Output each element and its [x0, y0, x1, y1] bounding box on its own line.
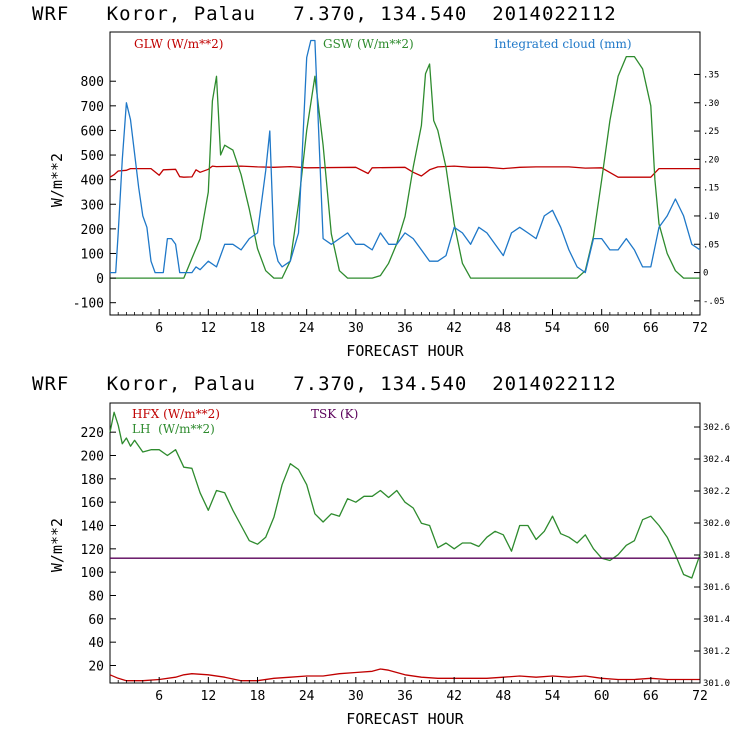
top-title: WRF Koror, Palau 7.370, 134.540 20140221… [32, 3, 617, 25]
x-tick-label: 60 [594, 689, 610, 704]
legend-lh: LH (W/m**2) [132, 422, 215, 436]
y-tick-label: 100 [81, 566, 104, 581]
x-tick-label: 42 [446, 689, 462, 704]
bottom-y-axis-label: W/m**2 [48, 518, 66, 572]
y-tick-label: 500 [81, 149, 104, 164]
y2-tick-label: .05 [703, 240, 719, 250]
y-tick-label: 180 [81, 473, 104, 488]
y2-tick-label: .15 [703, 184, 719, 194]
top-y-ticks: -100 0 100 200 300 400 500 600 700 800 [73, 75, 116, 312]
y2-tick-label: 301.8 [703, 551, 730, 561]
x-tick-label: 42 [446, 321, 462, 336]
y-tick-label: 40 [88, 636, 104, 651]
x-tick-label: 54 [545, 321, 561, 336]
top-panel: WRF Koror, Palau 7.370, 134.540 20140221… [32, 3, 725, 360]
x-tick-label: 18 [250, 689, 266, 704]
y-tick-label: 300 [81, 198, 104, 213]
y-tick-label: 20 [88, 660, 104, 675]
y-tick-label: 140 [81, 520, 104, 535]
x-tick-label: 66 [643, 689, 659, 704]
y-tick-label: 400 [81, 174, 104, 189]
y-tick-label: 0 [96, 272, 104, 287]
bottom-x-axis-label: FORECAST HOUR [346, 710, 464, 728]
y2-tick-label: 302.6 [703, 423, 730, 433]
bottom-x-ticks: 6 12 18 24 30 36 42 48 54 60 66 72 [117, 677, 708, 704]
legend-glw: GLW (W/m**2) [134, 37, 223, 51]
legend-integrated-cloud: Integrated cloud (mm) [494, 37, 632, 51]
y-tick-label: 800 [81, 75, 104, 90]
y2-tick-label: 302.4 [703, 455, 730, 465]
x-tick-label: 24 [299, 321, 315, 336]
top-y2-ticks: -.05 0 .05 .10 .15 .20 .25 .30 .35 [694, 70, 725, 307]
x-tick-label: 36 [397, 321, 413, 336]
x-tick-label: 72 [692, 689, 708, 704]
y2-tick-label: 301.0 [703, 679, 730, 689]
x-tick-label: 36 [397, 689, 413, 704]
top-x-axis-label: FORECAST HOUR [346, 342, 464, 360]
bottom-y2-ticks: 301.0 301.2 301.4 301.6 301.8 302.0 302.2 302.4… [694, 423, 730, 689]
legend-gsw: GSW (W/m**2) [323, 37, 414, 51]
bottom-title: WRF Koror, Palau 7.370, 134.540 20140221… [32, 373, 617, 395]
x-tick-label: 48 [496, 321, 512, 336]
y-tick-label: 100 [81, 247, 104, 262]
x-tick-label: 18 [250, 321, 266, 336]
y2-tick-label: 0 [703, 269, 708, 279]
x-tick-label: 66 [643, 321, 659, 336]
glw-line [109, 165, 700, 178]
y-tick-label: 200 [81, 450, 104, 465]
gsw-line [110, 55, 700, 279]
x-tick-label: 6 [155, 689, 163, 704]
y2-tick-label: 301.4 [703, 615, 730, 625]
y-tick-label: 120 [81, 543, 104, 558]
x-tick-label: 24 [299, 689, 315, 704]
top-series-group [109, 39, 701, 279]
y2-tick-label: .25 [703, 127, 719, 137]
y2-tick-label: .35 [703, 70, 719, 80]
x-tick-label: 60 [594, 321, 610, 336]
x-tick-label: 30 [348, 689, 364, 704]
y2-tick-label: .20 [703, 155, 719, 165]
y2-tick-label: 302.2 [703, 487, 730, 497]
x-tick-label: 12 [201, 321, 217, 336]
x-tick-label: 72 [692, 321, 708, 336]
integrated-cloud-line [110, 39, 701, 274]
x-tick-label: 6 [155, 321, 163, 336]
x-tick-label: 48 [496, 689, 512, 704]
y2-tick-label: 301.6 [703, 583, 730, 593]
top-y-axis-label: W/m**2 [48, 153, 66, 207]
hfx-line [109, 668, 700, 682]
x-tick-label: 30 [348, 321, 364, 336]
y-tick-label: 160 [81, 496, 104, 511]
y-tick-label: 80 [88, 590, 104, 605]
y2-tick-label: .10 [703, 212, 719, 222]
x-tick-label: 12 [201, 689, 217, 704]
y2-tick-label: -.05 [703, 297, 725, 307]
bottom-panel: WRF Koror, Palau 7.370, 134.540 20140221… [32, 373, 730, 728]
y-tick-label: -100 [73, 297, 104, 312]
top-x-ticks: 6 12 18 24 30 36 42 48 54 60 66 72 [117, 309, 708, 336]
x-tick-label: 54 [545, 689, 561, 704]
y-tick-label: 700 [81, 100, 104, 115]
y2-tick-label: 302.0 [703, 519, 730, 529]
bottom-y-ticks: 20 40 60 80 100 120 140 160 180 200 220 [81, 426, 116, 675]
bottom-plot-frame [109, 402, 701, 684]
y-tick-label: 600 [81, 124, 104, 139]
y-tick-label: 220 [81, 426, 104, 441]
bottom-series-group [109, 411, 701, 682]
lh-line [109, 411, 701, 579]
y-tick-label: 60 [88, 613, 104, 628]
legend-tsk: TSK (K) [311, 407, 358, 421]
y2-tick-label: .30 [703, 99, 719, 109]
legend-hfx: HFX (W/m**2) [132, 407, 220, 421]
y-tick-label: 200 [81, 223, 104, 238]
y2-tick-label: 301.2 [703, 647, 730, 657]
